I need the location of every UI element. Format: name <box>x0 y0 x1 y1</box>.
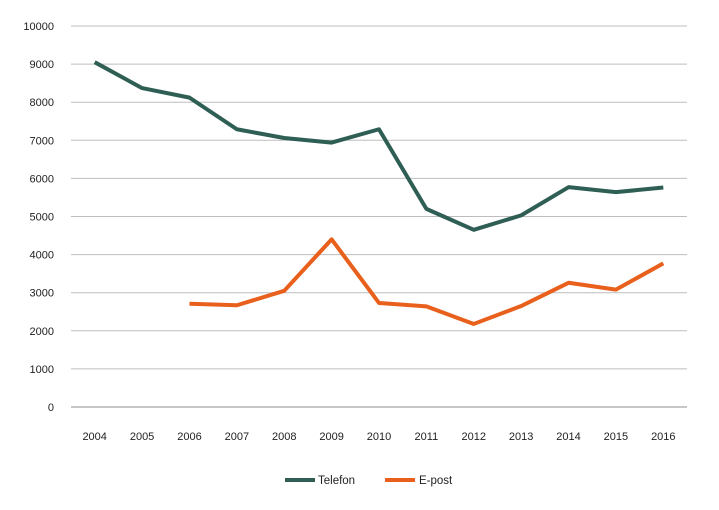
data-point <box>235 127 239 131</box>
x-tick-label: 2014 <box>556 431 580 443</box>
data-point <box>519 304 523 308</box>
x-tick-label: 2011 <box>415 431 439 443</box>
series-line-telefon <box>93 60 664 232</box>
data-point <box>661 261 665 265</box>
data-point <box>472 322 476 326</box>
data-point <box>282 136 286 140</box>
data-point <box>614 190 618 194</box>
y-tick-label: 7000 <box>30 135 54 147</box>
x-tick-label: 2015 <box>604 431 628 443</box>
x-tick-label: 2008 <box>272 431 296 443</box>
y-tick-label: 4000 <box>30 250 54 262</box>
x-tick-label: 2005 <box>130 431 154 443</box>
y-tick-label: 6000 <box>30 173 54 185</box>
legend-label: E-post <box>419 475 453 487</box>
x-tick-label: 2004 <box>82 431 106 443</box>
x-tick-label: 2013 <box>509 431 533 443</box>
data-point <box>282 289 286 293</box>
legend-label: Telefon <box>318 475 355 487</box>
y-tick-label: 5000 <box>30 212 54 224</box>
y-tick-label: 10000 <box>23 21 54 33</box>
data-point <box>235 303 239 307</box>
x-tick-label: 2012 <box>462 431 486 443</box>
data-point <box>519 213 523 217</box>
gridlines <box>71 25 687 408</box>
x-axis-ticks: 2004 2005 2006 2007 2008 2009 2010 2011 2012 2013… <box>82 431 675 443</box>
y-axis-ticks: 0 1000 2000 3000 4000 5000 6000 7000 8000 9000 100… <box>23 21 54 414</box>
data-point <box>567 281 571 285</box>
data-point <box>330 141 334 145</box>
x-tick-label: 2006 <box>177 431 201 443</box>
y-tick-label: 3000 <box>30 288 54 300</box>
data-point <box>377 127 381 131</box>
data-point <box>187 302 191 306</box>
x-tick-label: 2009 <box>319 431 343 443</box>
data-point <box>330 237 334 241</box>
y-tick-label: 9000 <box>30 59 54 71</box>
data-point <box>424 304 428 308</box>
data-point <box>187 96 191 100</box>
data-point <box>614 288 618 292</box>
y-tick-label: 2000 <box>30 326 54 338</box>
x-tick-label: 2010 <box>367 431 391 443</box>
y-tick-label: 0 <box>48 402 54 414</box>
data-point <box>472 228 476 232</box>
series-lines <box>93 60 665 326</box>
data-point <box>424 207 428 211</box>
y-tick-label: 1000 <box>30 364 54 376</box>
data-point <box>567 185 571 189</box>
series-line-e-post <box>189 237 665 326</box>
x-tick-label: 2016 <box>651 431 675 443</box>
data-point <box>377 301 381 305</box>
data-point <box>93 60 97 64</box>
legend: Telefon E-post <box>285 475 453 487</box>
data-point <box>661 186 665 190</box>
x-tick-label: 2007 <box>225 431 249 443</box>
y-tick-label: 8000 <box>30 97 54 109</box>
data-point <box>140 86 144 90</box>
